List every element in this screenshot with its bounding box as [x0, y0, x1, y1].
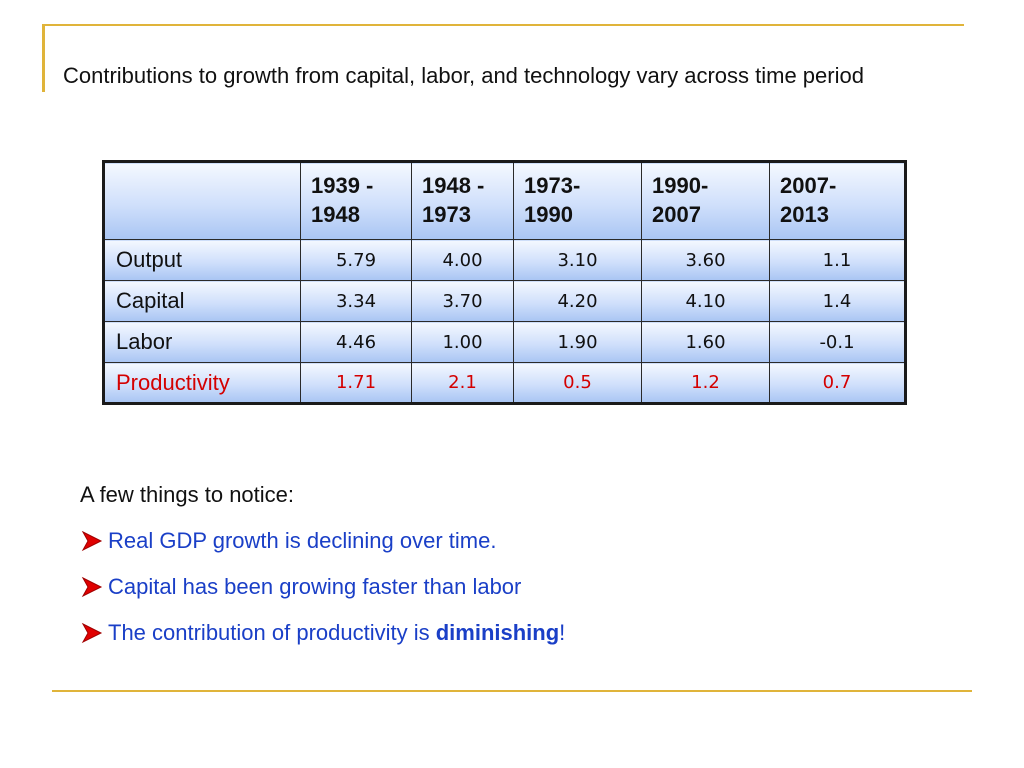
- table-cell: 3.34: [300, 280, 412, 322]
- arrow-bullet-icon: [81, 622, 103, 644]
- table-header-cell: 1973- 1990: [513, 161, 642, 240]
- table-row: Labor 4.46 1.00 1.90 1.60 -0.1: [103, 321, 906, 363]
- table-cell: -0.1: [769, 321, 906, 363]
- table-cell: 4.46: [300, 321, 412, 363]
- table-cell: 3.10: [513, 239, 642, 281]
- row-label: Productivity: [103, 362, 301, 404]
- table-cell: 1.00: [411, 321, 514, 363]
- arrow-bullet-icon: [81, 576, 103, 598]
- bottom-accent-line: [52, 690, 972, 692]
- bullet-emphasis: diminishing: [435, 620, 560, 645]
- header-line: 2013: [780, 202, 829, 227]
- table-header-cell: 1948 - 1973: [411, 161, 514, 240]
- bullet-item: Capital has been growing faster than lab…: [80, 564, 565, 610]
- header-line: 1948 -: [422, 173, 485, 198]
- table-row: Productivity 1.71 2.1 0.5 1.2 0.7: [103, 362, 906, 404]
- table-cell: 0.7: [769, 362, 906, 404]
- table-row: Output 5.79 4.00 3.10 3.60 1.1: [103, 239, 906, 281]
- header-line: 1939 -: [311, 173, 374, 198]
- header-line: 1990-: [652, 173, 709, 198]
- table-header-cell: 1939 - 1948: [300, 161, 412, 240]
- bullet-text-after: !: [559, 620, 566, 645]
- table-cell: 1.2: [641, 362, 770, 404]
- header-line: 2007: [652, 202, 701, 227]
- table-cell: 3.70: [411, 280, 514, 322]
- table-header-cell: 1990- 2007: [641, 161, 770, 240]
- table-cell: 1.71: [300, 362, 412, 404]
- bullet-text-before: The contribution of productivity is: [108, 620, 436, 645]
- table-cell: 4.00: [411, 239, 514, 281]
- row-label: Capital: [103, 280, 301, 322]
- header-line: 1973-: [524, 173, 581, 198]
- bullet-item: The contribution of productivity is dimi…: [80, 610, 565, 656]
- arrow-bullet-icon: [81, 530, 103, 552]
- table-cell: 1.90: [513, 321, 642, 363]
- table-header-cell: 2007- 2013: [769, 161, 906, 240]
- notes-intro: A few things to notice:: [80, 482, 295, 507]
- slide-title: Contributions to growth from capital, la…: [63, 63, 864, 88]
- growth-contributions-table: 1939 - 1948 1948 - 1973 1973- 1990 1990-…: [102, 160, 907, 405]
- table-cell: 3.60: [641, 239, 770, 281]
- table-cell: 4.20: [513, 280, 642, 322]
- table-cell: 1.60: [641, 321, 770, 363]
- bullet-item: Real GDP growth is declining over time.: [80, 518, 565, 564]
- top-accent-line: [42, 24, 964, 26]
- row-label: Output: [103, 239, 301, 281]
- bullet-text: The contribution of productivity is dimi…: [108, 610, 565, 656]
- header-line: 1948: [311, 202, 360, 227]
- header-line: 1973: [422, 202, 471, 227]
- bullet-text: Real GDP growth is declining over time.: [108, 528, 497, 553]
- table-cell: 5.79: [300, 239, 412, 281]
- table-header-corner: [103, 161, 301, 240]
- table-cell: 1.4: [769, 280, 906, 322]
- table-cell: 1.1: [769, 239, 906, 281]
- row-label: Labor: [103, 321, 301, 363]
- table-cell: 2.1: [411, 362, 514, 404]
- table-cell: 4.10: [641, 280, 770, 322]
- notes-section: A few things to notice: Real GDP growth …: [80, 472, 565, 656]
- table-header-row: 1939 - 1948 1948 - 1973 1973- 1990 1990-…: [103, 161, 906, 240]
- table-row: Capital 3.34 3.70 4.20 4.10 1.4: [103, 280, 906, 322]
- left-accent-bar: [42, 24, 45, 92]
- table-cell: 0.5: [513, 362, 642, 404]
- header-line: 1990: [524, 202, 573, 227]
- bullet-text: Capital has been growing faster than lab…: [108, 574, 522, 599]
- header-line: 2007-: [780, 173, 837, 198]
